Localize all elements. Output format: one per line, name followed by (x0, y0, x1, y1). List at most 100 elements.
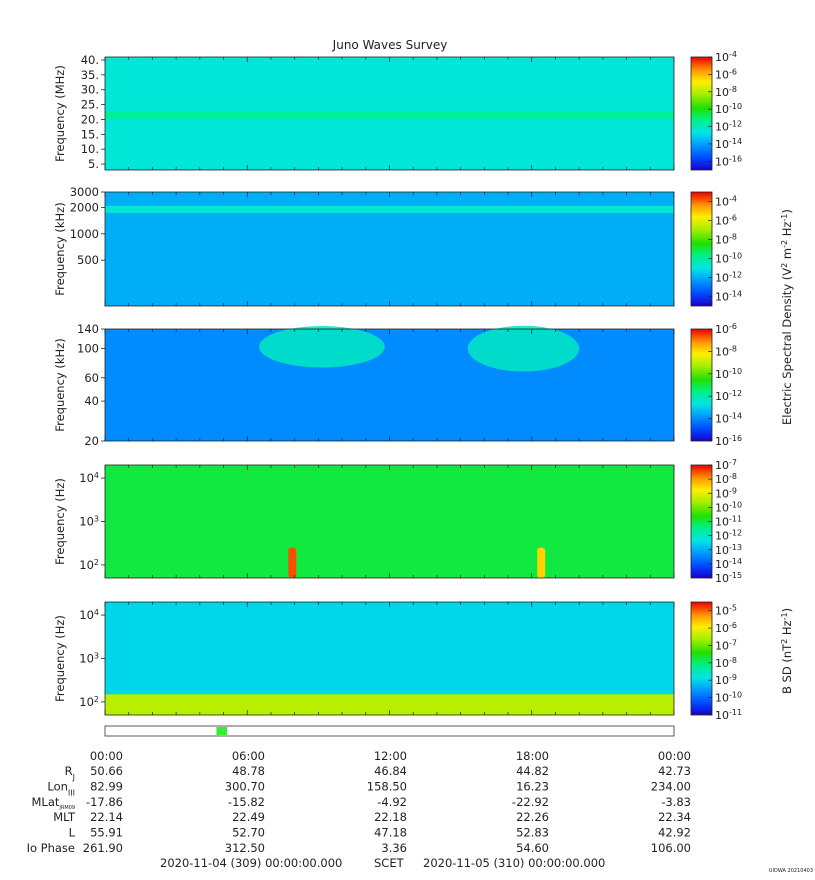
ephemeris-value: 54.60 (516, 841, 549, 855)
colorbar-label-electric: Electric Spectral Density (V2 m-2 Hz-1) (780, 209, 795, 425)
y-tick-label: 100 (77, 341, 99, 355)
status-bar-mark (216, 727, 228, 735)
colorbar-tick-label: 10-7 (715, 458, 737, 473)
ephemeris-row-label: MLatJRM09 (31, 795, 75, 811)
ephemeris-value: -17.86 (86, 795, 123, 809)
y-tick-label: 140 (77, 322, 99, 336)
colorbar-tick-label: 10-12 (715, 528, 742, 543)
colorbar-tick-label: 10-5 (715, 603, 737, 618)
ephemeris-value: -15.82 (228, 795, 265, 809)
y-tick-label: 1000 (70, 227, 99, 241)
y-tick-label: 25. (81, 98, 99, 112)
ephemeris-value: -4.92 (377, 795, 407, 809)
band-feature (105, 111, 674, 119)
y-tick-label: 103 (79, 514, 99, 529)
colorbar-tick-label: 10-8 (715, 472, 737, 487)
ephemeris-value: 3.36 (381, 841, 407, 855)
footer-scet-label: SCET (374, 856, 405, 870)
figure-title: Juno Waves Survey (332, 38, 448, 52)
y-tick-label: 500 (77, 253, 99, 267)
y-axis-label: Frequency (kHz) (53, 338, 67, 431)
ephemeris-value: -22.92 (512, 795, 549, 809)
ephemeris-value: 47.18 (374, 826, 407, 840)
ephemeris-value: 300.70 (225, 779, 265, 793)
colorbar-tick-label: 10-16 (715, 154, 742, 169)
colorbar-tick-label: 10-12 (715, 270, 742, 285)
colorbar (690, 601, 713, 716)
colorbar-label-magnetic: B SD (nT2 Hz-1) (780, 608, 795, 694)
time-tick-label: 06:00 (232, 749, 265, 763)
colorbar-tick-label: 10-6 (715, 67, 737, 82)
spectrogram-panel-1: 5.10.15.20.25.30.35.40. Frequency (MHz) 10… (53, 50, 742, 172)
y-axis-label: Frequency (MHz) (53, 65, 67, 162)
ephemeris-value: 234.00 (651, 779, 691, 793)
y-tick-label: 20 (84, 434, 99, 448)
colorbar-tick-label: 10-9 (715, 486, 737, 501)
panel-background (105, 465, 674, 578)
y-tick-label: 104 (79, 608, 99, 623)
ephemeris-value: 48.78 (232, 764, 265, 778)
y-tick-label: 5. (88, 157, 99, 171)
colorbar-tick-label: 10-8 (715, 655, 737, 670)
ephemeris-value: 106.00 (651, 841, 691, 855)
svg-text:B SD (nT2 Hz-1): B SD (nT2 Hz-1) (780, 608, 795, 694)
colorbar-tick-label: 10-15 (715, 571, 742, 586)
colorbar-tick-label: 10-10 (715, 366, 742, 381)
spectrogram-panel-3: 140 100 60 40 20 Frequency (kHz) 10-6 10-8 10-10… (53, 322, 742, 449)
colorbar-tick-label: 10-12 (715, 389, 742, 404)
ephemeris-value: 50.66 (90, 764, 123, 778)
footer-credit: UIOWA 20210403 (769, 868, 813, 874)
colorbar-tick-label: 10-10 (715, 690, 742, 705)
panel-background (105, 329, 674, 441)
colorbar-tick-label: 10-7 (715, 638, 737, 653)
ephemeris-value: 22.26 (516, 810, 549, 824)
y-axis-label: Frequency (kHz) (53, 202, 67, 295)
colorbar-tick-label: 10-8 (715, 84, 737, 99)
colorbar-tick-label: 10-6 (715, 621, 737, 636)
colorbar-tick-label: 10-14 (715, 556, 742, 571)
ephemeris-value: 55.91 (90, 826, 123, 840)
colorbar-tick-label: 10-6 (715, 322, 737, 337)
band-feature (105, 694, 674, 715)
ephemeris-value: 261.90 (83, 841, 123, 855)
ephemeris-value: 52.83 (516, 826, 549, 840)
footer-end-time: 2020-11-05 (310) 00:00:00.000 (423, 856, 605, 870)
status-bar-frame (104, 725, 675, 737)
colorbar (690, 328, 713, 442)
time-tick-label: 00:00 (90, 749, 123, 763)
time-tick-label: 18:00 (516, 749, 549, 763)
ephemeris-row-label: Io Phase (27, 841, 75, 855)
colorbar-tick-label: 10-10 (715, 251, 742, 266)
time-tick-label: 00:00 (658, 749, 691, 763)
spectrogram-panel-4: 104 103 102 Frequency (Hz) 10-710-810-910-10… (53, 458, 742, 586)
ephemeris-value: 158.50 (367, 779, 407, 793)
colorbar-tick-label: 10-14 (715, 411, 742, 426)
ephemeris-value: 312.50 (225, 841, 265, 855)
colorbar-tick-label: 10-8 (715, 344, 737, 359)
y-tick-label: 2000 (70, 200, 99, 214)
svg-text:Electric Spectral Density (V2: Electric Spectral Density (V2 m-2 Hz-1) (780, 209, 795, 425)
ephemeris-row-label: RJ (65, 764, 75, 782)
colorbar-tick-label: 10-10 (715, 102, 742, 117)
y-axis-label: Frequency (Hz) (53, 615, 67, 702)
y-tick-label: 102 (79, 694, 99, 709)
ephemeris-value: 42.73 (658, 764, 691, 778)
spectrogram-panels: 5.10.15.20.25.30.35.40. Frequency (MHz) 10… (53, 50, 742, 723)
y-tick-label: 10. (81, 142, 99, 156)
ephemeris-value: 46.84 (374, 764, 407, 778)
spectrogram-panel-5: 104 103 102 Frequency (Hz) 10-5 10-6 10-7 10-8 1… (53, 601, 742, 722)
colorbar-tick-label: 10-13 (715, 542, 742, 557)
ephemeris-value: 82.99 (90, 779, 123, 793)
burst-feature (288, 547, 297, 578)
y-axis-label: Frequency (Hz) (53, 478, 67, 565)
colorbar-tick-label: 10-9 (715, 673, 737, 688)
ephemeris-value: 16.23 (516, 779, 549, 793)
ephemeris-value: 22.49 (232, 810, 265, 824)
emission-feature (467, 325, 580, 372)
y-tick-label: 40. (81, 53, 99, 67)
y-tick-label: 40 (84, 394, 99, 408)
colorbar (690, 191, 713, 307)
ephemeris-value: 42.92 (658, 826, 691, 840)
